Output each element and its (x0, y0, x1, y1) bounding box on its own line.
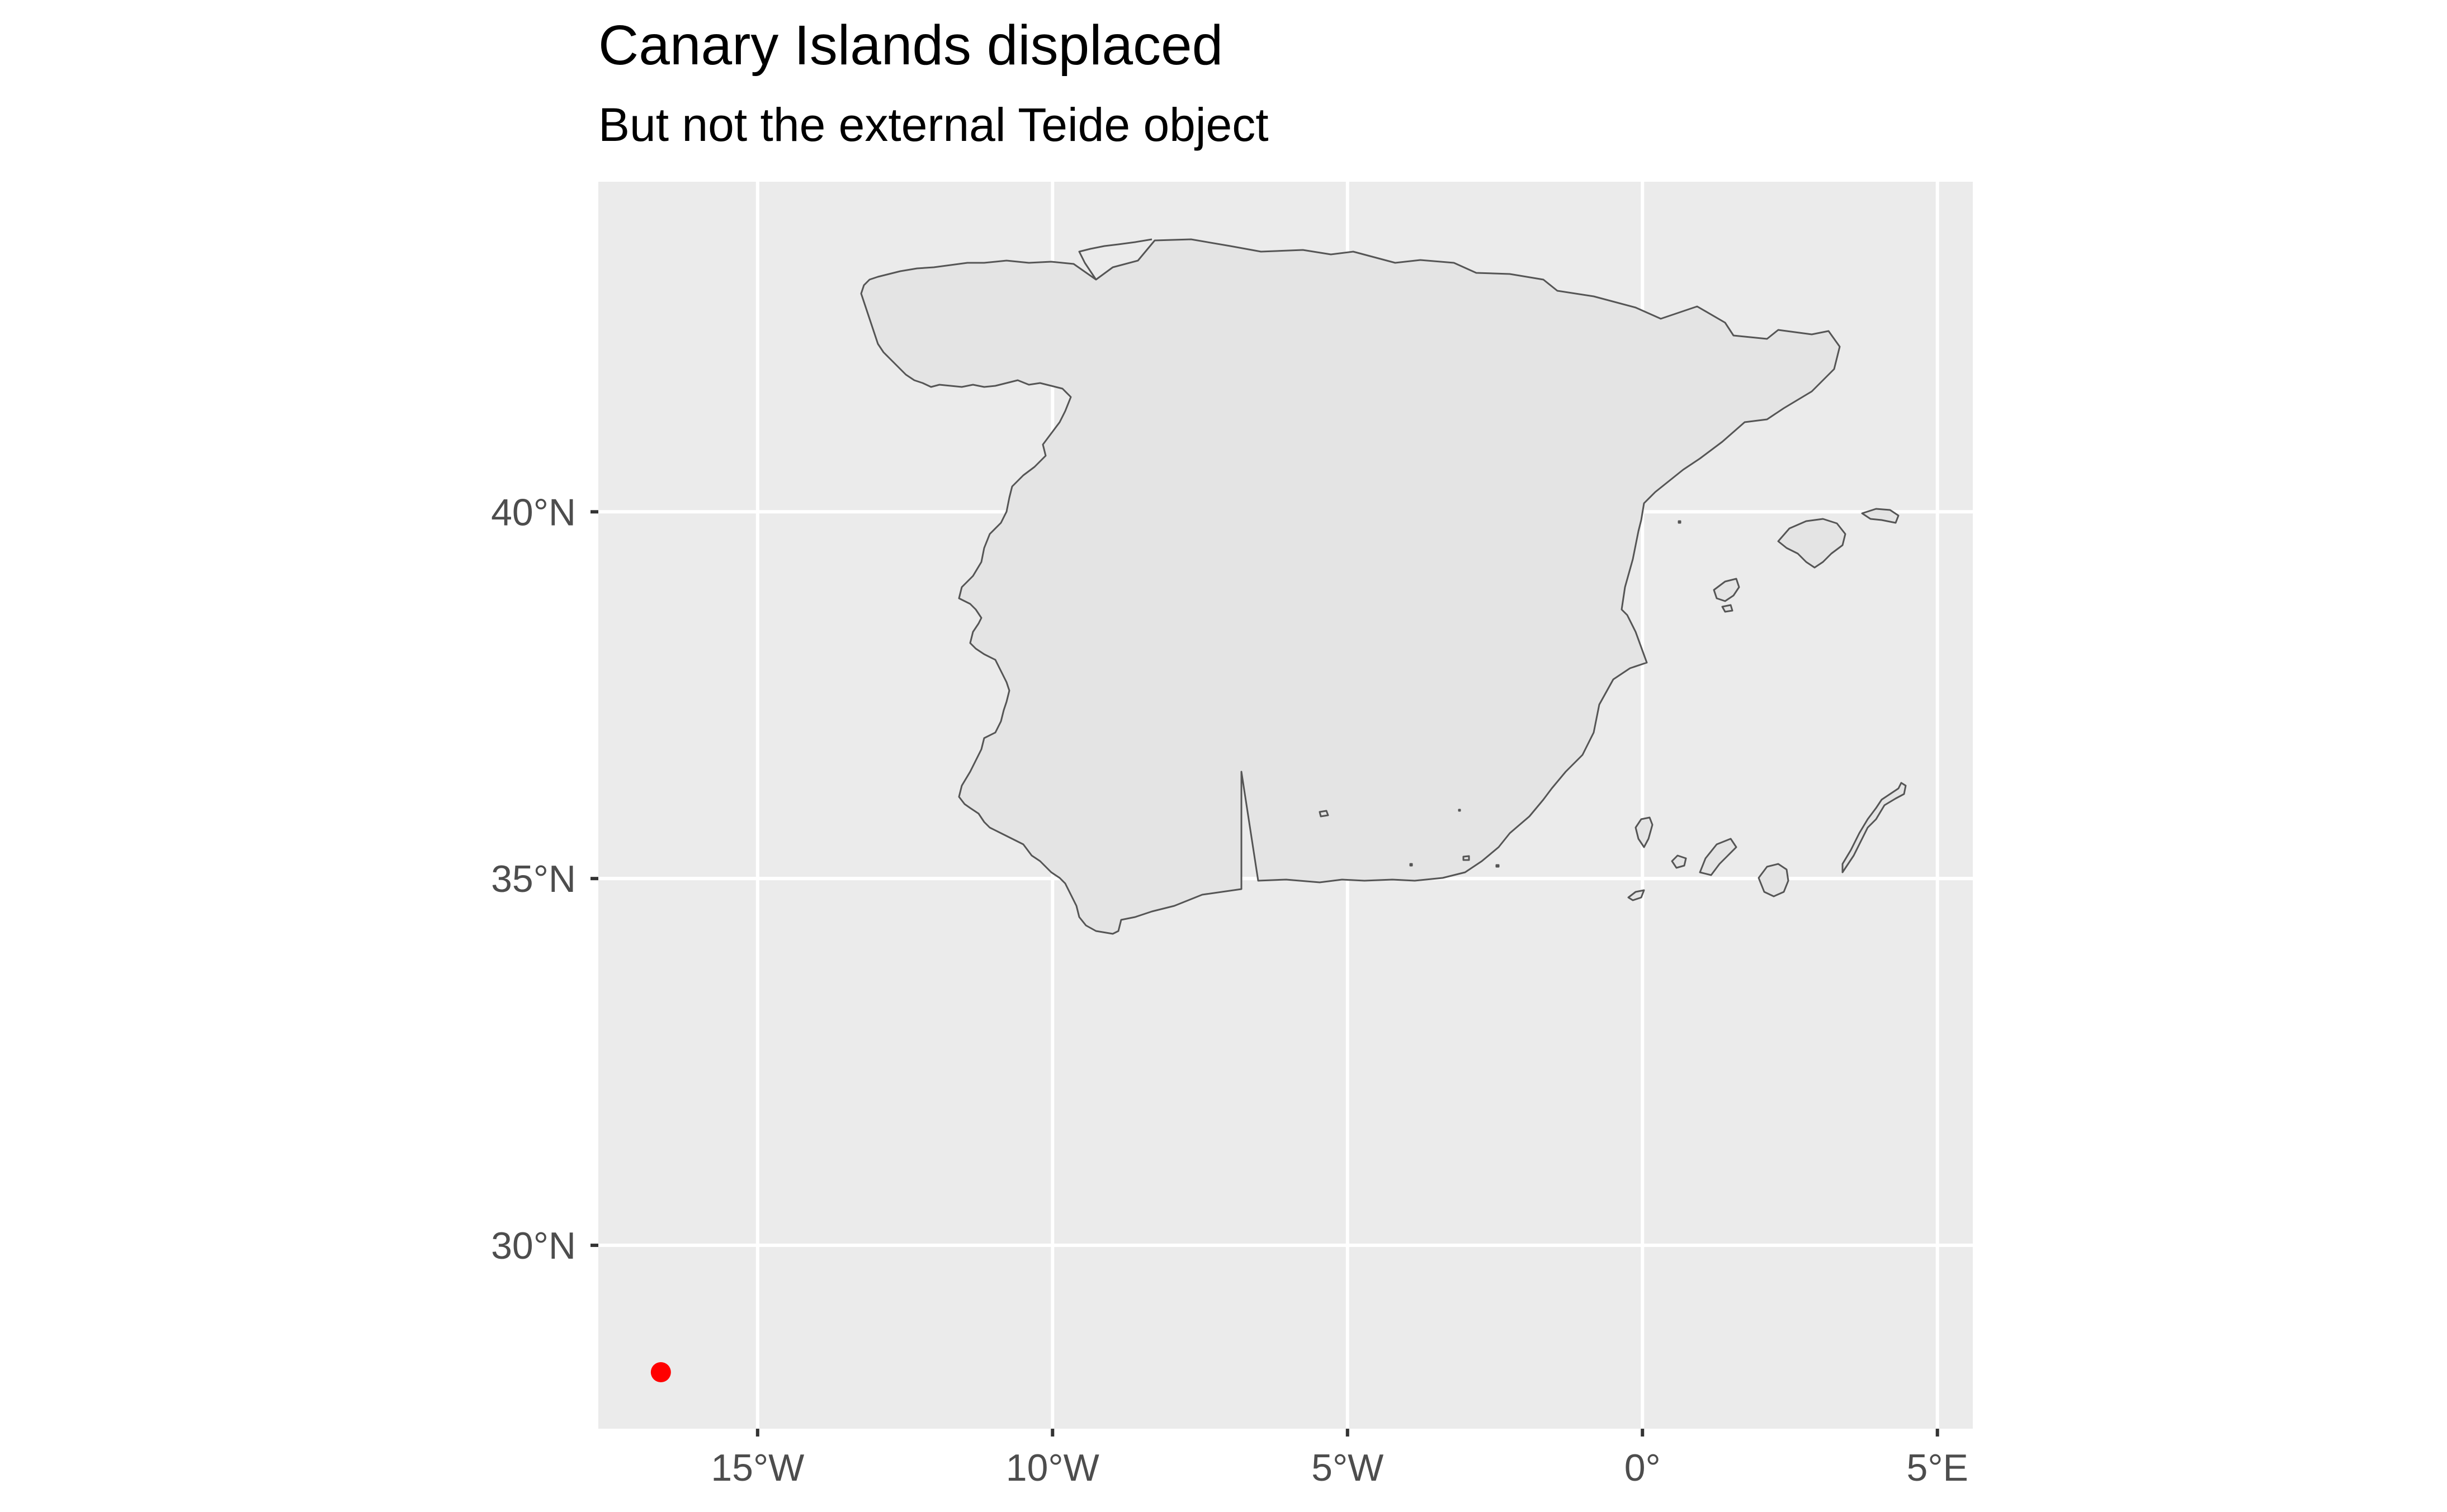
point-layer (650, 1362, 671, 1382)
chart-subtitle: But not the external Teide object (598, 98, 1269, 151)
spain-mainland (860, 238, 1841, 935)
canary-la-palma (1635, 816, 1654, 848)
x-tick-label: 5°E (1907, 1447, 1968, 1489)
chart-title: Canary Islands displaced (598, 14, 1223, 77)
menorca (1861, 508, 1900, 524)
canary-el-hierro (1627, 889, 1645, 901)
canary-la-gomera (1671, 854, 1687, 869)
alboran-islets (1409, 520, 1681, 868)
y-tick-label: 40°N (491, 491, 576, 533)
x-tick-label: 10°W (1006, 1447, 1099, 1489)
spain-mainland-west-coast (1078, 238, 1152, 280)
mallorca (1777, 518, 1846, 569)
x-tick-labels: 15°W 10°W 5°W 0° 5°E (711, 1447, 1968, 1489)
x-tick-label: 15°W (711, 1447, 804, 1489)
formentera (1721, 604, 1733, 613)
x-tick-label: 0° (1624, 1447, 1661, 1489)
y-tick-label: 35°N (491, 858, 576, 900)
axis-ticks (591, 510, 1939, 1437)
y-tick-labels: 30°N 35°N 40°N (491, 491, 576, 1267)
ceuta (1319, 810, 1329, 818)
land-features (860, 238, 1907, 935)
canary-gran-canaria (1758, 863, 1789, 897)
teide-point (650, 1362, 671, 1382)
canary-lanzarote-fuerteventura (1841, 782, 1907, 873)
x-tick-label: 5°W (1311, 1447, 1383, 1489)
y-tick-label: 30°N (491, 1225, 576, 1267)
canary-tenerife (1699, 838, 1737, 876)
ibiza (1713, 578, 1740, 602)
